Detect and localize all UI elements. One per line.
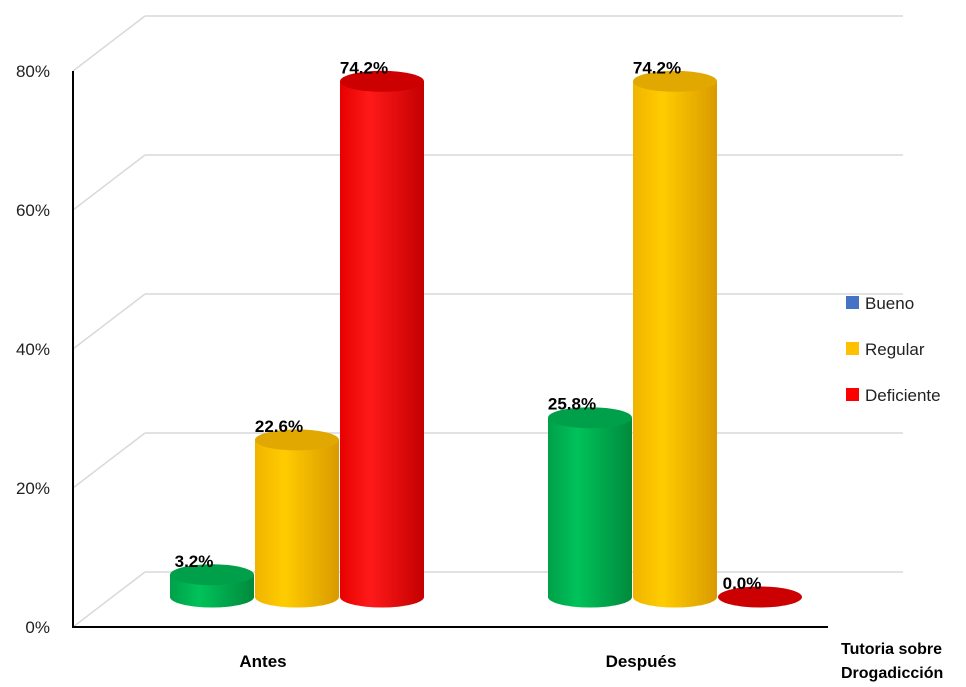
bar-bueno-antes <box>170 564 254 608</box>
bar-deficiente-después <box>718 586 802 608</box>
legend-label: Deficiente <box>865 386 941 405</box>
data-label: 0.0% <box>723 574 762 593</box>
bar-bueno-después <box>548 407 632 608</box>
bar-body <box>633 81 717 608</box>
legend-label: Bueno <box>865 294 914 313</box>
bar-top <box>633 70 717 92</box>
axes <box>72 71 828 628</box>
y-axis-ticks: 0% 20% 40% 60% 80% <box>16 62 50 637</box>
bar-body <box>340 81 424 608</box>
bar-regular-después <box>633 70 717 608</box>
bar-top <box>170 564 254 586</box>
y-tick-label: 40% <box>16 340 50 359</box>
bars <box>170 70 802 608</box>
x-category-label: Después <box>606 652 677 671</box>
bar-body <box>255 439 339 608</box>
legend: Bueno Regular Deficiente <box>846 294 941 405</box>
x-axis-title-line: Tutoria sobre <box>841 641 942 658</box>
gridline-depth <box>72 15 146 72</box>
data-labels: 3.2% 25.8% 22.6% 74.2% 74.2% 0.0% <box>175 58 762 593</box>
x-axis-title: Tutoria sobre Drogadicción <box>841 641 943 682</box>
bar-top <box>718 586 802 608</box>
x-axis-title-line: Drogadicción <box>841 665 943 682</box>
data-label: 25.8% <box>548 395 596 414</box>
y-tick-label: 60% <box>16 201 50 220</box>
data-label: 74.2% <box>633 58 681 77</box>
y-tick-label: 20% <box>16 479 50 498</box>
bar-top <box>340 70 424 92</box>
bar-top <box>548 407 632 429</box>
y-tick-label: 80% <box>16 62 50 81</box>
gridline-depth <box>72 154 146 211</box>
legend-swatch <box>846 388 859 401</box>
gridlines <box>72 15 903 628</box>
x-axis-categories: Antes Después <box>239 652 676 671</box>
y-tick-label: 0% <box>25 618 50 637</box>
data-label: 22.6% <box>255 417 303 436</box>
gridline-depth <box>72 432 146 489</box>
legend-label: Regular <box>865 340 925 359</box>
bar-body <box>548 417 632 608</box>
gridline-depth <box>72 293 146 350</box>
legend-swatch <box>846 296 859 309</box>
gridline-depth <box>72 571 146 628</box>
data-label: 3.2% <box>175 552 214 571</box>
bar-deficiente-antes <box>340 70 424 608</box>
x-category-label: Antes <box>239 652 286 671</box>
bar-top <box>255 429 339 451</box>
legend-swatch <box>846 342 859 355</box>
bar-regular-antes <box>255 429 339 608</box>
data-label: 74.2% <box>340 58 388 77</box>
